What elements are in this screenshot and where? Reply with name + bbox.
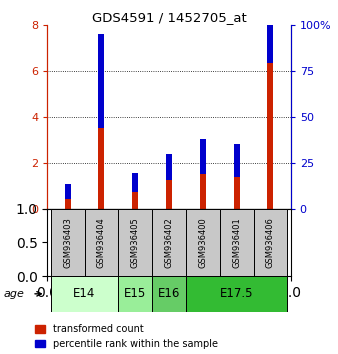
- Bar: [186, 276, 287, 312]
- Text: E16: E16: [158, 287, 180, 300]
- Bar: [65, 199, 71, 209]
- Bar: [132, 173, 138, 192]
- Bar: [186, 209, 220, 276]
- Text: E14: E14: [73, 287, 96, 300]
- Bar: [152, 276, 186, 312]
- Text: GSM936403: GSM936403: [63, 217, 72, 268]
- Bar: [118, 276, 152, 312]
- Text: E17.5: E17.5: [220, 287, 254, 300]
- Text: E15: E15: [124, 287, 146, 300]
- Text: age: age: [3, 289, 24, 299]
- Bar: [51, 276, 118, 312]
- Bar: [200, 139, 206, 175]
- Bar: [132, 192, 138, 209]
- Bar: [98, 34, 104, 129]
- Bar: [234, 177, 240, 209]
- Title: GDS4591 / 1452705_at: GDS4591 / 1452705_at: [92, 11, 246, 24]
- Text: GSM936400: GSM936400: [198, 217, 207, 268]
- Bar: [234, 144, 240, 177]
- Bar: [65, 184, 71, 199]
- Text: GSM936401: GSM936401: [232, 217, 241, 268]
- Bar: [98, 129, 104, 209]
- Text: GSM936404: GSM936404: [97, 217, 106, 268]
- Text: GSM936405: GSM936405: [131, 217, 140, 268]
- Bar: [220, 209, 254, 276]
- Text: GSM936406: GSM936406: [266, 217, 275, 268]
- Bar: [254, 209, 287, 276]
- Bar: [152, 209, 186, 276]
- Bar: [200, 175, 206, 209]
- Text: GSM936402: GSM936402: [165, 217, 173, 268]
- Legend: transformed count, percentile rank within the sample: transformed count, percentile rank withi…: [35, 324, 218, 349]
- Bar: [166, 180, 172, 209]
- Bar: [267, 0, 273, 63]
- Bar: [118, 209, 152, 276]
- Bar: [84, 209, 118, 276]
- Bar: [51, 209, 84, 276]
- Bar: [267, 63, 273, 209]
- Bar: [166, 154, 172, 180]
